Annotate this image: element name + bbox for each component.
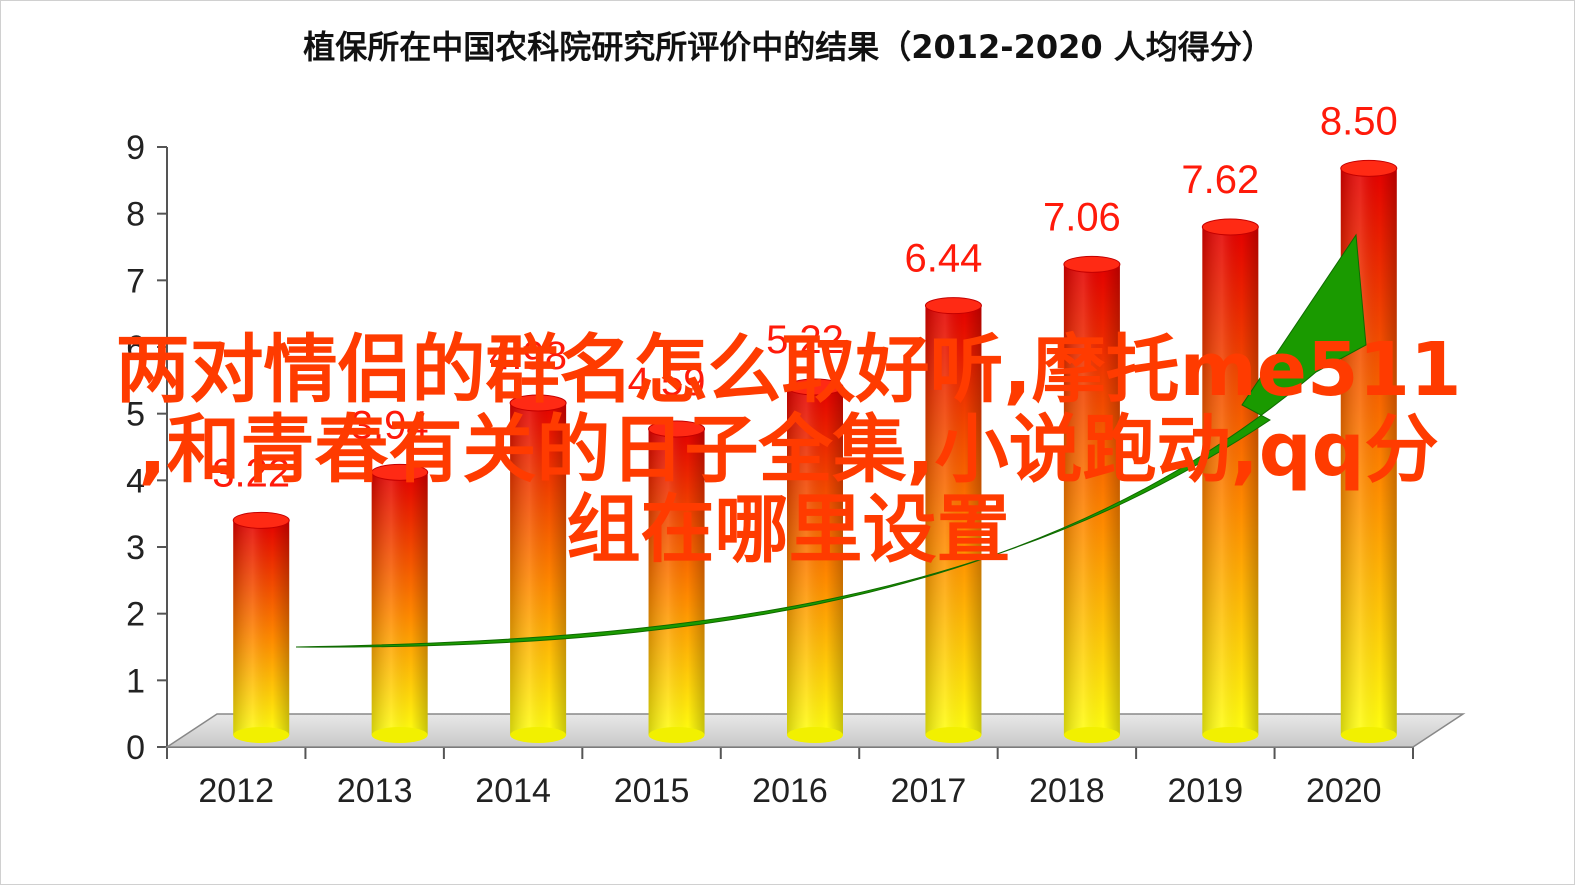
x-tick-label: 2012: [198, 772, 274, 810]
bar-value-label: 5.22: [766, 318, 844, 362]
bar: [509, 394, 567, 743]
bar: [371, 463, 429, 743]
x-tick-label: 2015: [614, 772, 690, 810]
bar-top: [509, 394, 567, 412]
bar-value-label: 7.62: [1181, 158, 1259, 202]
y-tick-label: 8: [126, 196, 145, 234]
trend-arrow: [295, 233, 1367, 648]
bar-base: [1340, 727, 1397, 743]
bar-base: [925, 727, 982, 743]
bar-value-label: 8.50: [1320, 99, 1398, 143]
bar-base: [371, 727, 428, 743]
y-tick-label: 5: [126, 396, 145, 434]
bar: [1201, 218, 1259, 743]
x-tick-label: 2017: [891, 772, 967, 810]
bar-base: [1202, 727, 1259, 743]
bar-shade: [371, 472, 428, 735]
x-tick-label: 2019: [1168, 772, 1244, 810]
bar-value-label: 3.22: [212, 451, 290, 495]
bar: [648, 420, 706, 743]
bar-top: [648, 420, 706, 438]
bar-value-label: 4.98: [489, 334, 567, 378]
bar-top: [924, 297, 982, 315]
bar-top: [371, 463, 429, 481]
y-tick-label: 0: [126, 729, 145, 767]
y-tick-label: 3: [126, 529, 145, 567]
bar-shade: [787, 387, 843, 735]
x-tick-label: 2016: [752, 772, 828, 810]
bar-shade: [648, 429, 705, 735]
bar-base: [510, 727, 567, 743]
trend-arrow-shape: [295, 233, 1367, 648]
bar-shade: [510, 403, 567, 735]
bar-value-label: 7.06: [1043, 195, 1121, 239]
x-tick-label: 2018: [1029, 772, 1105, 810]
y-tick-label: 7: [126, 262, 145, 300]
bar-value-label: 6.44: [905, 237, 983, 281]
y-tick-label: 9: [126, 129, 145, 167]
bar: [232, 511, 290, 743]
y-tick-label: 6: [126, 329, 145, 367]
y-tick-label: 1: [126, 662, 145, 700]
bar-shade: [925, 305, 982, 735]
x-tick-label: 2020: [1306, 772, 1382, 810]
bar-top: [786, 378, 844, 396]
bar-base: [648, 727, 705, 743]
bar: [786, 378, 844, 743]
chart-title: 植保所在中国农科院研究所评价中的结果（2012-2020 人均得分）: [303, 28, 1274, 66]
x-tick-label: 2013: [337, 772, 413, 810]
bar-shade: [233, 520, 290, 735]
bar-value-label: 3.94: [351, 403, 429, 447]
bar-base: [1063, 727, 1120, 743]
bar-top: [1201, 218, 1259, 236]
bar-top: [1063, 255, 1121, 273]
bar-shade: [1063, 264, 1120, 735]
y-tick-label: 2: [126, 596, 145, 634]
x-tick-label: 2014: [475, 772, 551, 810]
bar-base: [787, 727, 843, 743]
bar: [1340, 159, 1398, 743]
bar: [1063, 255, 1121, 743]
bar-value-label: 4.59: [628, 360, 706, 404]
bar-top: [232, 511, 290, 529]
bar: [924, 297, 982, 743]
bar-shade: [1202, 227, 1259, 735]
bar-top: [1340, 159, 1398, 177]
y-tick-label: 4: [126, 462, 145, 500]
bar-base: [233, 727, 290, 743]
bars: [232, 159, 1398, 743]
value-labels: 3.22 3.94 4.98 4.59 5.22 6.44 7.06 7.62 8.50: [212, 99, 1397, 495]
